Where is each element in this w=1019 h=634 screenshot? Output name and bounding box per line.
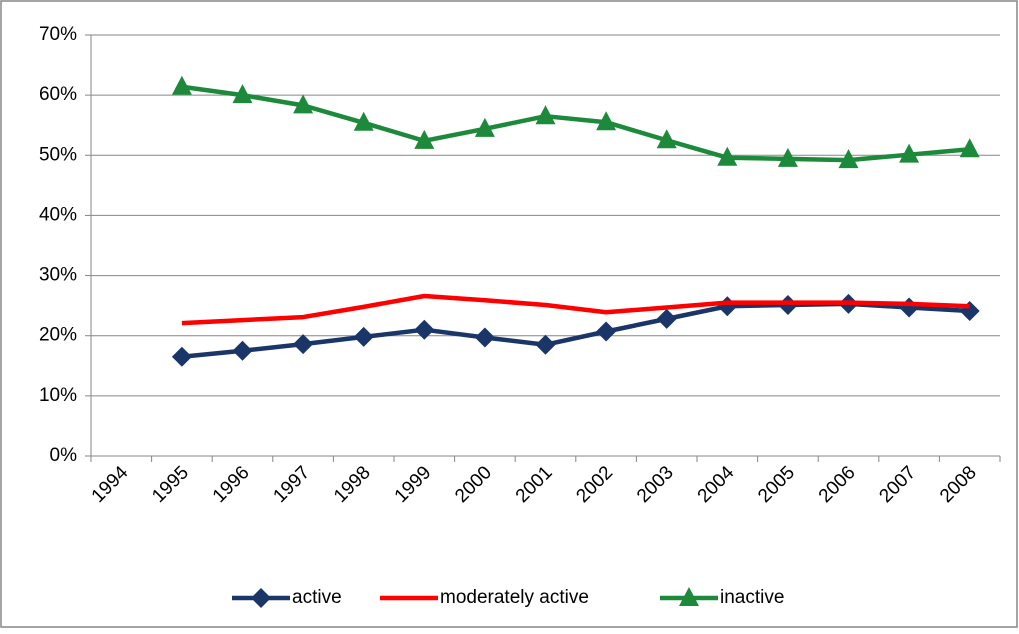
series-line xyxy=(181,84,970,163)
data-point xyxy=(353,326,374,347)
y-tick-label: 0% xyxy=(50,445,78,466)
y-tick-label: 20% xyxy=(39,325,77,346)
data-point xyxy=(414,319,435,340)
data-point xyxy=(899,143,920,163)
y-tick-label: 40% xyxy=(39,204,77,225)
data-point xyxy=(474,327,495,348)
data-point xyxy=(717,146,738,166)
legend-marker xyxy=(251,588,271,608)
legend-marker xyxy=(679,587,699,606)
data-point xyxy=(777,295,798,316)
data-point xyxy=(777,147,798,167)
data-point xyxy=(535,105,556,125)
data-point xyxy=(474,117,495,137)
legend-label: moderately active xyxy=(440,587,589,608)
series-line xyxy=(181,293,970,326)
data-point xyxy=(656,308,677,329)
legend-label: inactive xyxy=(720,587,784,608)
data-point xyxy=(171,75,192,95)
data-point xyxy=(232,340,253,361)
data-point xyxy=(959,138,980,158)
data-point xyxy=(535,334,556,355)
data-point xyxy=(353,111,374,131)
y-tick-label: 70% xyxy=(39,24,77,45)
y-tick-label: 50% xyxy=(39,144,77,165)
data-point xyxy=(596,111,617,131)
y-tick-label: 60% xyxy=(39,84,77,105)
data-point xyxy=(656,129,677,149)
data-point xyxy=(838,149,859,169)
data-point xyxy=(171,346,192,367)
y-tick-label: 30% xyxy=(39,265,77,286)
y-tick-label: 10% xyxy=(39,385,77,406)
data-point xyxy=(596,321,617,342)
data-point xyxy=(293,334,314,355)
legend-label: active xyxy=(292,587,342,608)
data-point xyxy=(232,84,253,104)
data-point xyxy=(293,94,314,114)
data-point xyxy=(414,129,435,149)
